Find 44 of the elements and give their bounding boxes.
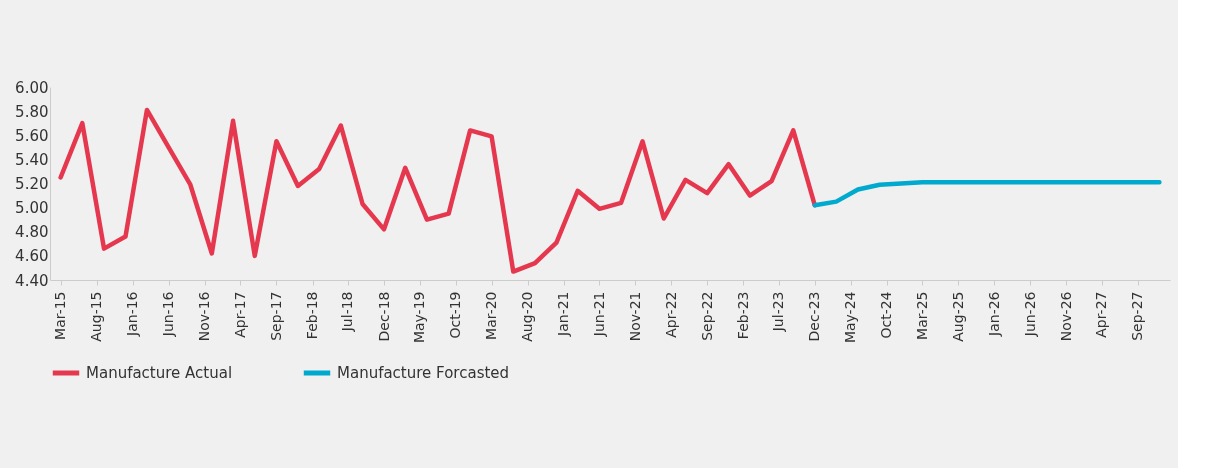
x-tick-label: Feb-18 xyxy=(304,291,321,340)
x-tick-label: Oct-24 xyxy=(878,291,895,339)
y-tick-label: 5.00 xyxy=(15,199,49,218)
y-tick-label: 5.20 xyxy=(15,175,49,193)
x-tick-label: Nov-26 xyxy=(1057,291,1074,342)
x-tick-label: Dec-18 xyxy=(375,291,392,342)
x-tick-label: Aug-25 xyxy=(949,291,966,342)
x-tick-label: May-19 xyxy=(411,291,428,344)
x-tick-label: Apr-27 xyxy=(1093,291,1110,338)
x-tick-label: Apr-17 xyxy=(231,291,248,338)
x-tick-label: Oct-19 xyxy=(447,291,464,339)
y-tick-label: 6.00 xyxy=(15,78,49,97)
x-tick-label: Mar-25 xyxy=(913,291,930,340)
x-tick-label: Aug-15 xyxy=(88,291,105,342)
x-tick-label: Aug-20 xyxy=(519,291,536,342)
x-tick-label: Mar-20 xyxy=(483,291,500,340)
x-tick-label: Jun-16 xyxy=(160,291,177,338)
legend-label: Manufacture Forcasted xyxy=(337,364,510,382)
y-tick-label: 4.40 xyxy=(15,271,49,290)
x-tick-label: Nov-21 xyxy=(626,291,643,342)
line-series xyxy=(58,107,817,274)
y-tick-label: 5.40 xyxy=(15,150,49,169)
x-tick-label: Sep-22 xyxy=(698,291,715,341)
y-tick-label: 5.60 xyxy=(15,126,49,145)
x-tick-label: Jan-16 xyxy=(124,291,141,337)
y-tick-label: 4.60 xyxy=(15,247,49,266)
x-tick-label: Jan-21 xyxy=(555,291,572,337)
x-tick-label: Nov-16 xyxy=(196,291,213,342)
x-tick-label: Sep-27 xyxy=(1129,291,1146,341)
x-tick-label: Jul-23 xyxy=(770,291,787,333)
y-tick-label: 5.80 xyxy=(15,102,49,121)
x-tick-label: Dec-23 xyxy=(806,291,823,342)
y-tick-label: 4.80 xyxy=(15,223,49,242)
x-tick-label: Mar-15 xyxy=(52,291,69,340)
line-series xyxy=(812,180,1162,208)
x-tick-label: Apr-22 xyxy=(662,291,679,338)
legend-label: Manufacture Actual xyxy=(86,364,233,382)
x-tick-label: Feb-23 xyxy=(734,291,751,340)
x-tick-label: Jun-21 xyxy=(590,291,607,338)
x-tick-label: Jun-26 xyxy=(1021,291,1038,338)
x-tick-label: Sep-17 xyxy=(267,291,284,341)
x-tick-label: May-24 xyxy=(842,291,859,344)
x-tick-label: Jul-18 xyxy=(339,291,356,333)
x-tick-label: Jan-26 xyxy=(986,291,1002,337)
